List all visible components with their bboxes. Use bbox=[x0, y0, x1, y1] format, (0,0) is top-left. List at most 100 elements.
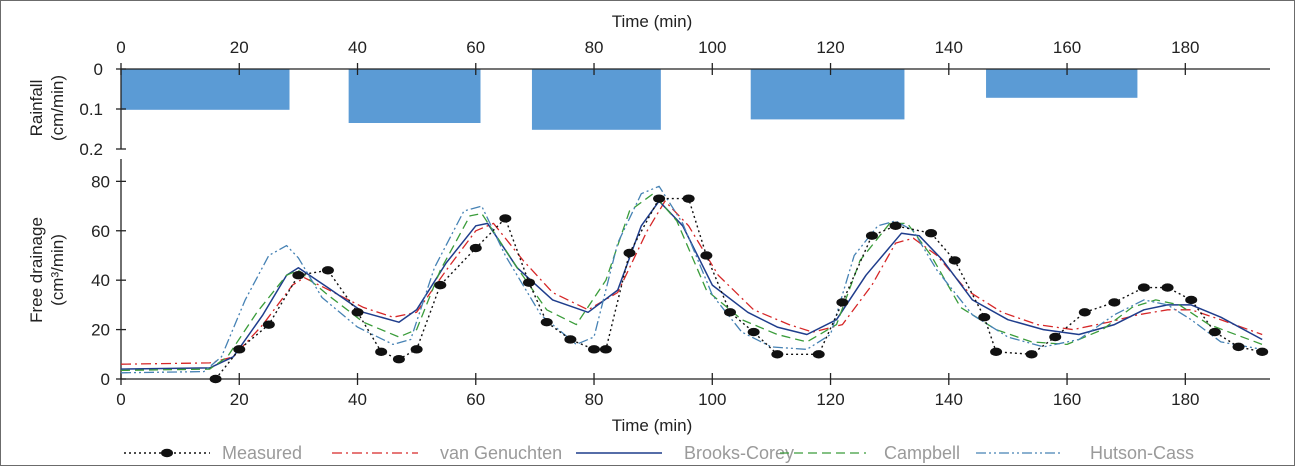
measured-point bbox=[1232, 342, 1245, 352]
legend-label-hutson-cass: Hutson-Cass bbox=[1090, 443, 1194, 463]
drainage-x-tick-label: 160 bbox=[1053, 390, 1081, 409]
rainfall-x-tick-label: 60 bbox=[466, 38, 485, 57]
rainfall-x-tick-label: 40 bbox=[348, 38, 367, 57]
measured-point bbox=[653, 194, 666, 203]
measured-point bbox=[1256, 347, 1269, 357]
measured-point bbox=[469, 243, 482, 253]
legend-label-van-genuchten: van Genuchten bbox=[440, 443, 562, 463]
rainfall-bar-1 bbox=[121, 69, 290, 110]
legend-label-campbell: Campbell bbox=[884, 443, 960, 463]
legend-label-brooks-corey: Brooks-Corey bbox=[684, 443, 794, 463]
measured-point bbox=[1185, 295, 1198, 305]
measured-point bbox=[865, 231, 878, 240]
measured-point bbox=[1025, 350, 1038, 359]
measured-point bbox=[262, 320, 275, 329]
rainfall-bar-2 bbox=[348, 69, 481, 123]
rainfall-bar-4 bbox=[750, 69, 905, 120]
measured-point bbox=[925, 229, 938, 238]
measured-point bbox=[990, 347, 1003, 357]
measured-point bbox=[564, 335, 577, 344]
rainfall-y-axis-title-line2: (cm/min) bbox=[48, 75, 67, 141]
measured-point bbox=[209, 374, 222, 384]
rainfall-x-tick-label: 20 bbox=[230, 38, 249, 57]
series-line-van-genuchten bbox=[120, 200, 1263, 365]
legend: Measured van Genuchten Brooks-Corey Campbel… bbox=[124, 443, 1194, 463]
measured-point bbox=[499, 214, 512, 223]
measured-point bbox=[321, 266, 334, 275]
drainage-y-axis-title-line1: Free drainage bbox=[27, 217, 46, 323]
measured-point bbox=[599, 345, 612, 354]
measured-point bbox=[292, 271, 305, 280]
measured-point bbox=[1161, 283, 1174, 292]
drainage-x-axis-title: Time (min) bbox=[612, 416, 693, 435]
rainfall-x-tick-label: 80 bbox=[585, 38, 604, 57]
measured-point bbox=[351, 308, 364, 317]
measured-point bbox=[700, 251, 713, 260]
rainfall-y-axis-title-line1: Rainfall bbox=[27, 80, 46, 137]
measured-point bbox=[623, 248, 636, 258]
series-line-brooks-corey bbox=[120, 200, 1263, 370]
rainfall-bar-5 bbox=[986, 69, 1138, 98]
rainfall-axes: 0 20 40 60 80 100 120 140 160 180 0 0.1 0.2 bbox=[79, 38, 1270, 159]
legend-item-hutson-cass: Hutson-Cass bbox=[976, 443, 1194, 463]
drainage-axes: 0 20 40 60 80 100 120 140 160 180 0 20 40 60 80 bbox=[91, 159, 1270, 409]
rainfall-y-tick-label: 0.2 bbox=[79, 140, 103, 159]
drainage-x-tick-label: 40 bbox=[348, 390, 367, 409]
series-line-campbell bbox=[120, 193, 1263, 372]
drainage-x-tick-label: 140 bbox=[935, 390, 963, 409]
measured-point bbox=[410, 345, 423, 354]
legend-label-measured: Measured bbox=[222, 443, 302, 463]
drainage-x-tick-label: 120 bbox=[816, 390, 844, 409]
measured-point bbox=[1208, 327, 1221, 337]
legend-item-van-genuchten: van Genuchten bbox=[332, 443, 562, 463]
measured-point bbox=[588, 345, 601, 354]
drainage-y-tick-label: 20 bbox=[91, 321, 110, 340]
rainfall-bars bbox=[121, 69, 1138, 130]
series-line-measured bbox=[215, 197, 1263, 380]
measured-point bbox=[434, 280, 447, 290]
measured-point bbox=[540, 317, 553, 327]
rainfall-x-tick-label: 0 bbox=[116, 38, 125, 57]
rainfall-x-tick-label: 180 bbox=[1171, 38, 1199, 57]
legend-item-measured: Measured bbox=[124, 443, 302, 463]
drainage-x-tick-label: 60 bbox=[466, 390, 485, 409]
measured-point bbox=[889, 221, 902, 231]
rainfall-x-tick-label: 100 bbox=[698, 38, 726, 57]
measured-point bbox=[233, 345, 246, 354]
rainfall-x-tick-label: 140 bbox=[935, 38, 963, 57]
rainfall-x-tick-label: 160 bbox=[1053, 38, 1081, 57]
drainage-x-tick-label: 0 bbox=[116, 390, 125, 409]
legend-item-brooks-corey: Brooks-Corey bbox=[576, 443, 794, 463]
rainfall-y-tick-label: 0.1 bbox=[79, 100, 103, 119]
measured-point bbox=[1137, 283, 1150, 292]
drainage-x-tick-label: 100 bbox=[698, 390, 726, 409]
measured-point bbox=[1049, 332, 1062, 342]
drainage-panel: 0 20 40 60 80 100 120 140 160 180 0 20 40 60 80 Time (… bbox=[27, 159, 1270, 435]
measured-point bbox=[1108, 298, 1121, 307]
measured-point bbox=[836, 298, 849, 307]
measured-point bbox=[747, 327, 760, 337]
drainage-x-tick-label: 180 bbox=[1171, 390, 1199, 409]
rainfall-y-tick-label: 0 bbox=[94, 60, 103, 79]
legend-item-campbell: Campbell bbox=[780, 443, 960, 463]
drainage-y-tick-label: 40 bbox=[91, 271, 110, 290]
series-line-hutson-cass bbox=[120, 185, 1263, 374]
drainage-x-tick-label: 20 bbox=[230, 390, 249, 409]
measured-point bbox=[522, 278, 535, 287]
drainage-y-axis-title-line2: (cm³/min) bbox=[48, 234, 67, 306]
measured-point bbox=[812, 350, 825, 359]
drainage-y-tick-label: 0 bbox=[101, 370, 110, 389]
rainfall-panel: Time (min) 0 20 40 60 80 100 120 140 160 18000.10… bbox=[27, 12, 1270, 159]
measured-point bbox=[1078, 308, 1091, 317]
rainfall-x-tick-label: 120 bbox=[816, 38, 844, 57]
measured-point bbox=[375, 347, 388, 357]
measured-point bbox=[682, 194, 695, 203]
measured-point bbox=[978, 313, 991, 322]
drainage-y-tick-label: 60 bbox=[91, 222, 110, 241]
legend-marker-measured bbox=[161, 448, 173, 458]
rainfall-x-axis-title: Time (min) bbox=[612, 12, 693, 31]
measured-point bbox=[392, 355, 405, 364]
measured-point bbox=[771, 350, 784, 359]
drainage-x-tick-label: 80 bbox=[585, 390, 604, 409]
